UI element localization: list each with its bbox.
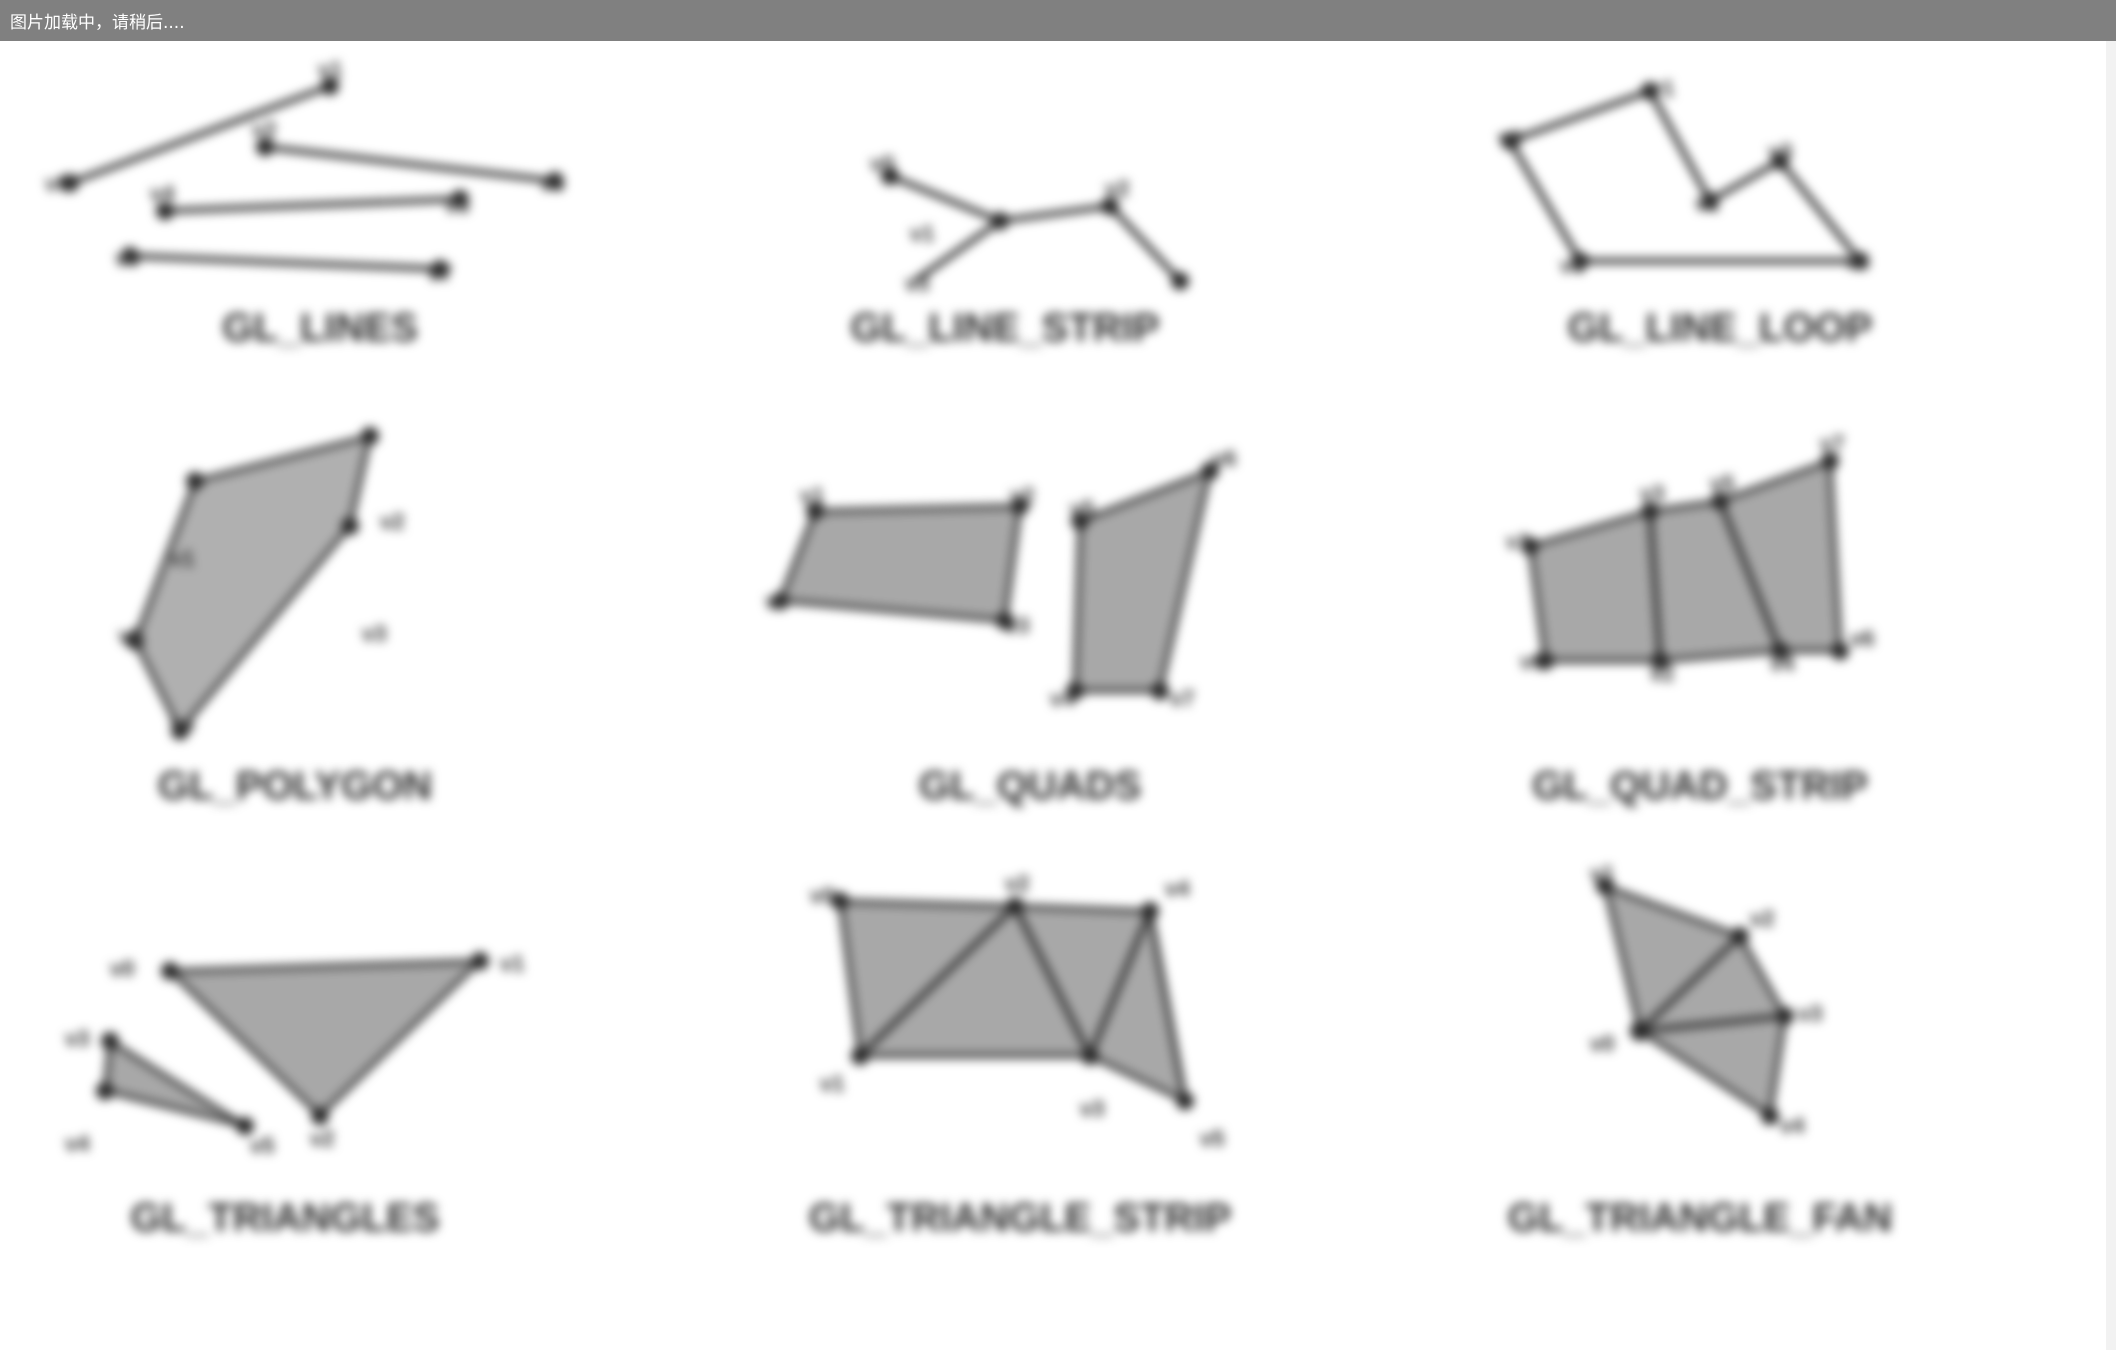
loading-text: 图片加载中，请稍后.... [10,13,185,33]
vertex-label: v1 [1650,76,1674,101]
vertex-label: v0 [1498,126,1522,151]
vertex-label: v2 [1105,176,1129,201]
panel-quad-strip: v0 v1 v2 v3 v4 v5 v6 v7 GL_QUAD_STRIP [1506,431,1874,808]
vertex-label: v0 [118,623,142,648]
vertical-scrollbar[interactable] [2106,41,2116,1350]
vertex-label: v1 [170,546,194,571]
caption-line-loop: GL_LINE_LOOP [1568,306,1873,350]
vertex-label: v5 [1070,496,1094,521]
panel-triangles: v0 v1 v2 v3 v4 v5 GL_TRIANGLES [65,951,524,1240]
vertex-label: v4 [170,711,195,736]
vertex-label: v4 [1050,686,1075,711]
vertex-label: v3 [362,621,386,646]
vertex-label: v2 [252,117,276,142]
vertex-label: v1 [910,221,934,246]
vertex-label: v7 [1170,686,1194,711]
vertex-label: v1 [500,951,524,976]
caption-line-strip: GL_LINE_STRIP [851,306,1160,350]
vertex-label: v6 [115,246,139,271]
vertex-label: v5 [1200,1126,1224,1151]
vertex-label: v2 [1650,661,1674,686]
vertex-label: v4 [1770,651,1795,676]
vertex-label: v3 [1640,481,1664,506]
vertex-label: v2 [1005,871,1029,896]
caption-triangle-strip: GL_TRIANGLE_STRIP [809,1196,1231,1240]
vertex-label: v1 [820,1071,844,1096]
vertex-label: v3 [1798,1001,1822,1026]
caption-polygon: GL_POLYGON [158,764,432,808]
vertex-label: v4 [65,1131,90,1156]
panel-triangle-fan: v0 v1 v2 v3 v4 GL_TRIANGLE_FAN [1508,861,1892,1240]
vertex-label: v3 [905,271,929,296]
vertex-label: v5 [1710,471,1734,496]
vertex-label: v5 [1560,253,1584,278]
vertex-label: v0 [110,956,134,981]
vertex-label: v6 [1212,446,1236,471]
vertex-label: v1 [318,57,342,82]
caption-lines: GL_LINES [222,306,418,350]
vertex-label: v6 [1850,626,1874,651]
caption-triangle-fan: GL_TRIANGLE_FAN [1508,1196,1892,1240]
vertex-label: v2 [380,509,404,534]
caption-triangles: GL_TRIANGLES [131,1196,440,1240]
vertex-label: v7 [428,261,452,286]
vertex-label: v4 [1780,1113,1805,1138]
vertex-label: v1 [1506,529,1530,554]
vertex-label: v2 [1750,906,1774,931]
vertex-label: v0 [765,589,789,614]
vertex-label: v0 [870,151,894,176]
vertex-label: v5 [445,193,469,218]
caption-quad-strip: GL_QUAD_STRIP [1532,764,1868,808]
vertex-label: v7 [1820,431,1844,456]
loading-bar: 图片加载中，请稍后.... [0,0,2116,41]
vertex-label: v0 [1520,649,1544,674]
vertex-label: v0 [1590,1031,1614,1056]
vertex-label: v3 [1768,139,1792,164]
vertex-label: v0 [810,883,834,908]
panel-line-strip: v0 v1 v2 v3 GL_LINE_STRIP [851,151,1189,350]
vertex-label: v4 [1165,876,1190,901]
panel-line-loop: v0 v1 v2 v3 v4 v5 GL_LINE_LOOP [1498,76,1872,350]
vertex-label: v0 [45,171,69,196]
panel-polygon: v0 v1 v2 v3 v4 GL_POLYGON [118,427,432,808]
vertex-label: v2 [1695,191,1719,216]
vertex-label: v2 [1010,483,1034,508]
vertex-label: v3 [1005,613,1029,638]
vertex-label: v5 [250,1133,274,1158]
vertex-label: v1 [800,483,824,508]
vertex-label: v4 [150,181,175,206]
panel-triangle-strip: v0 v1 v2 v3 v4 v5 GL_TRIANGLE_STRIP [809,871,1231,1240]
image-view: v0 v1 v2 v3 v4 v5 v6 v7 GL_LINES v0 v1 v… [0,41,2116,1350]
primitives-diagram: v0 v1 v2 v3 v4 v5 v6 v7 GL_LINES v0 v1 v… [45,57,1892,1240]
vertex-label: v3 [540,171,564,196]
vertex-label: v3 [65,1026,89,1051]
vertex-label: v4 [1845,249,1870,274]
caption-quads: GL_QUADS [919,764,1141,808]
vertex-label: v1 [1590,861,1614,886]
panel-quads: v0 v1 v2 v3 v4 v5 v6 v7 GL_QUADS [765,446,1236,808]
vertex-label: v3 [1080,1096,1104,1121]
vertex-label: v2 [310,1126,334,1151]
panel-lines: v0 v1 v2 v3 v4 v5 v6 v7 GL_LINES [45,57,564,350]
